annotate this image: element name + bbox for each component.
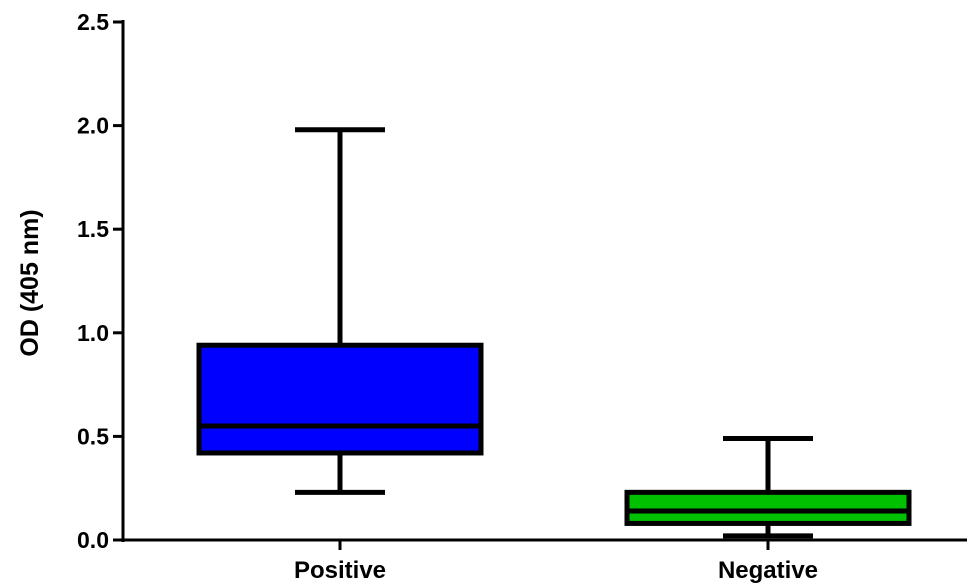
y-tick-label: 2.5 [77, 9, 109, 35]
iqr-box [196, 342, 484, 456]
y-tick-label: 1.5 [77, 216, 109, 242]
y-axis: 0.0 0.5 1.0 1.5 2.0 2.5 [77, 9, 125, 553]
y-tick-label: 2.0 [77, 113, 109, 139]
x-axis: Positive Negative [122, 538, 967, 584]
y-tick-label: 1.0 [77, 320, 109, 346]
boxes [196, 127, 912, 539]
y-tick-label: 0.0 [77, 527, 109, 553]
box-positive [196, 127, 484, 495]
x-tick-label: Positive [294, 557, 386, 584]
y-axis-title: OD (405 nm) [16, 209, 44, 356]
x-tick-label: Negative [718, 557, 818, 584]
y-tick-label: 0.5 [77, 423, 109, 449]
iqr-box [624, 489, 912, 526]
box-negative [624, 435, 912, 539]
